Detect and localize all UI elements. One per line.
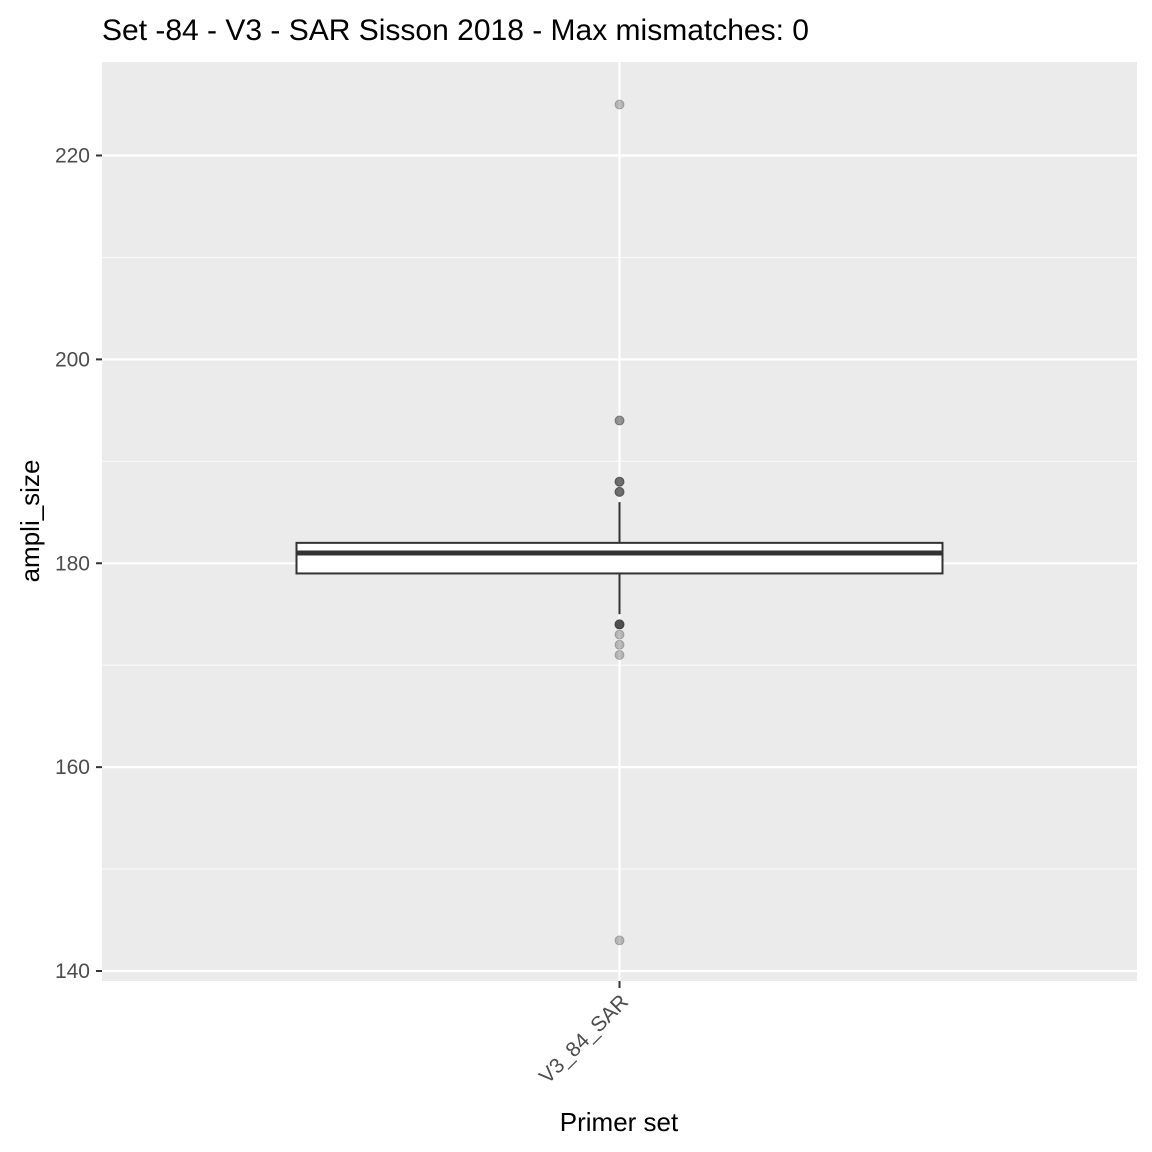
outlier-point	[614, 415, 625, 426]
outlier-point	[614, 476, 625, 487]
outlier-point	[614, 99, 625, 110]
y-tick-label: 140	[55, 960, 90, 983]
boxplot	[295, 502, 944, 615]
y-tick-label: 200	[55, 348, 90, 371]
outlier-point	[614, 639, 625, 650]
x-tick-label: V3_84_SAR	[535, 990, 633, 1088]
y-tick-label: 180	[55, 552, 90, 575]
x-axis: V3_84_SAR	[535, 981, 633, 1088]
box-iqr	[295, 541, 944, 575]
outlier-points	[614, 99, 625, 946]
outlier-point	[614, 629, 625, 640]
y-axis: 140 160 180 200 220	[55, 145, 102, 983]
outlier-point	[614, 649, 625, 660]
x-axis-title: Primer set	[560, 1107, 679, 1137]
outlier-point	[614, 486, 625, 497]
chart-title: Set -84 - V3 - SAR Sisson 2018 - Max mis…	[102, 14, 809, 47]
outlier-point	[614, 935, 625, 946]
y-tick-label: 220	[55, 145, 90, 168]
outlier-point	[614, 619, 625, 630]
y-tick-label: 160	[55, 756, 90, 779]
y-axis-title: ampli_size	[15, 460, 45, 583]
